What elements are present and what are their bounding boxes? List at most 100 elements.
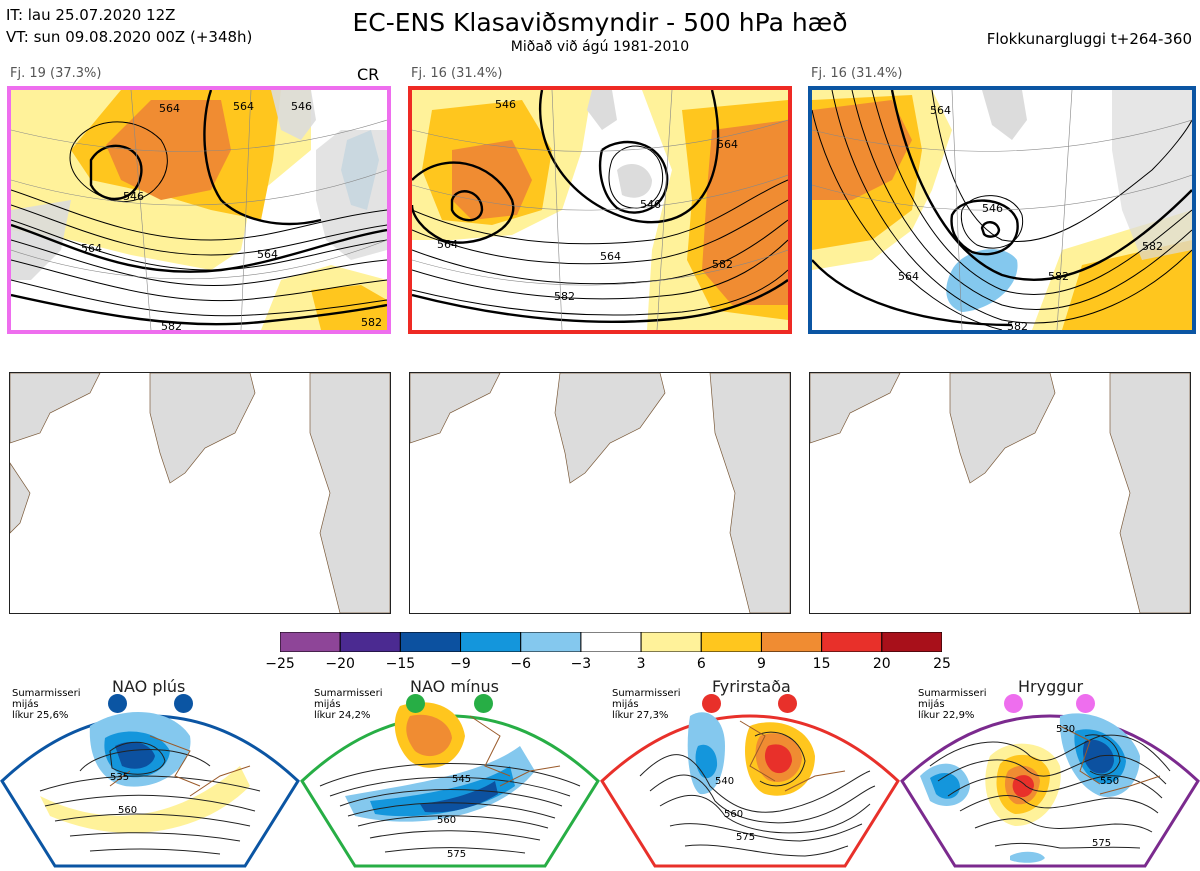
empty-map-panel-3 [809, 372, 1191, 614]
colorbar-tick-label: 6 [696, 656, 706, 672]
contour-label: 575 [736, 832, 755, 843]
contour-label: 564 [930, 104, 951, 117]
contour-label: 582 [161, 320, 182, 330]
regime-panel-nao-plus: 535 560 [0, 676, 300, 871]
colorbar [279, 631, 943, 653]
panel-2-label: Fj. 16 (31.4%) [411, 66, 503, 81]
contour-label: 564 [159, 102, 180, 115]
colorbar-swatch [700, 631, 762, 653]
regime-name: Fyrirstaða [712, 677, 791, 696]
classification-window: Flokkunargluggi t+264-360 [986, 30, 1192, 48]
regime-map-nao-minus: 545 560 575 [300, 702, 600, 868]
contour-label: 530 [1056, 724, 1075, 735]
contour-label: 582 [361, 316, 382, 329]
colorbar-tick-label: −20 [325, 656, 355, 672]
regime-marker-left [702, 694, 721, 713]
contour-label: 564 [233, 100, 254, 113]
regime-panel-ridge: 530 550 575 [900, 676, 1200, 871]
anomaly-map-3: 564 546 564 582 582 582 [812, 90, 1192, 330]
regime-map-nao-plus: 535 560 [0, 712, 300, 868]
anomaly-map-2: 546 564 546 564 564 582 582 [412, 90, 788, 330]
regime-info: Sumarmisseri mijás líkur 27,3% [612, 688, 681, 721]
regime-marker-left [108, 694, 127, 713]
init-time: IT: lau 25.07.2020 12Z [6, 6, 176, 24]
contour-label: 546 [982, 202, 1003, 215]
top-map-panel-3: 564 546 564 582 582 582 [808, 86, 1196, 334]
colorbar-tick-label: 15 [812, 656, 831, 672]
contour-label: 564 [437, 238, 458, 251]
regime-marker-right [1076, 694, 1095, 713]
contour-label: 550 [1100, 776, 1119, 787]
regime-info: Sumarmisseri mijás líkur 25,6% [12, 688, 81, 721]
page-subtitle: Miðað við ágú 1981-2010 [510, 39, 690, 55]
contour-label: 545 [452, 774, 471, 785]
colorbar-tick-label: −3 [570, 656, 592, 672]
panel-1-label: Fj. 19 (37.3%) [10, 66, 102, 81]
regime-map-blocking: 540 560 575 [600, 712, 900, 868]
contour-label: 546 [495, 98, 516, 111]
contour-label: 575 [447, 849, 466, 860]
contour-label: 582 [554, 290, 575, 303]
regime-name: NAO plús [112, 677, 186, 696]
regime-name: Hryggur [1018, 677, 1084, 696]
contour-label: 564 [898, 270, 919, 283]
basemap-2 [410, 373, 790, 613]
contour-label: 560 [437, 815, 456, 826]
contour-label: 564 [257, 248, 278, 261]
colorbar-tick-label: −15 [385, 656, 416, 672]
contour-label: 546 [640, 198, 661, 211]
colorbar-swatch [640, 631, 702, 653]
colorbar-tick-label: −25 [265, 656, 295, 672]
regime-info: Sumarmisseri mijás líkur 24,2% [314, 688, 383, 721]
colorbar-tick-label: 9 [757, 656, 766, 672]
colorbar-swatch [580, 631, 642, 653]
colorbar-swatch [821, 631, 883, 653]
contour-label: 582 [1048, 270, 1069, 283]
colorbar-swatch [279, 631, 341, 653]
valid-time: VT: sun 09.08.2020 00Z (+348h) [6, 28, 253, 46]
regime-marker-right [174, 694, 193, 713]
regime-marker-left [1004, 694, 1023, 713]
colorbar-tick-label: −6 [510, 656, 531, 672]
empty-map-panel-2 [409, 372, 791, 614]
regime-marker-left [406, 694, 425, 713]
anomaly-map-1: 564 564 546 546 564 564 582 582 [11, 90, 387, 330]
contour-label: 546 [123, 190, 144, 203]
contour-label: 540 [715, 776, 734, 787]
contour-label: 546 [291, 100, 312, 113]
colorbar-swatch [460, 631, 522, 653]
colorbar-tick-label: 25 [933, 656, 951, 672]
panel-3-label: Fj. 16 (31.4%) [811, 66, 903, 81]
regime-marker-right [778, 694, 797, 713]
contour-label: 582 [1007, 320, 1028, 330]
contour-label: 564 [600, 250, 621, 263]
regime-name: NAO mínus [410, 677, 499, 696]
contour-label: 535 [110, 772, 129, 783]
colorbar-swatch [339, 631, 401, 653]
contour-label: 564 [81, 242, 102, 255]
contour-label: 575 [1092, 838, 1111, 849]
top-map-panel-1: 564 564 546 546 564 564 582 582 [7, 86, 391, 334]
regime-map-ridge: 530 550 575 [900, 713, 1200, 868]
regime-info: Sumarmisseri mijás líkur 22,9% [918, 688, 987, 721]
colorbar-swatch [399, 631, 462, 653]
colorbar-tick-label: −9 [450, 656, 471, 672]
colorbar-swatches [279, 631, 943, 653]
contour-label: 560 [724, 809, 743, 820]
colorbar-swatch [881, 631, 943, 653]
top-map-panel-2: 546 564 546 564 564 582 582 [408, 86, 792, 334]
colorbar-tick-label: 20 [872, 656, 891, 672]
basemap-3 [810, 373, 1190, 613]
contour-label: 560 [118, 805, 137, 816]
regime-marker-right [474, 694, 493, 713]
header-left: IT: lau 25.07.2020 12Z VT: sun 09.08.202… [6, 4, 252, 48]
contour-label: 564 [717, 138, 738, 151]
contour-label: 582 [1142, 240, 1163, 253]
panel-1-tag: CR [357, 65, 380, 84]
contour-label: 582 [712, 258, 733, 271]
colorbar-swatch [520, 631, 582, 653]
regime-panel-blocking: 540 560 575 [600, 676, 900, 871]
basemap-1 [10, 373, 390, 613]
colorbar-swatch [760, 631, 823, 653]
regime-panel-nao-minus: 545 560 575 [300, 676, 600, 871]
